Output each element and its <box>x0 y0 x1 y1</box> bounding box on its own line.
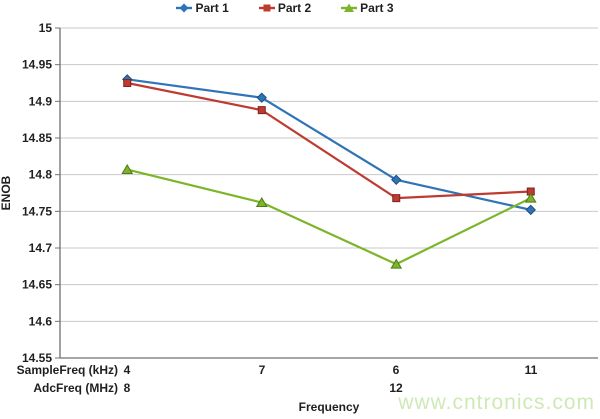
part-3-triangle-marker-icon <box>341 3 358 12</box>
x-axis-row-samplefreq: SampleFreq (kHz) 4 7 6 11 <box>0 363 600 377</box>
marker-square <box>123 79 132 87</box>
legend-label-part-2: Part 2 <box>277 1 312 15</box>
adcfreq-value-1: 8 <box>123 381 131 395</box>
y-tick-label: 14.95 <box>22 58 52 72</box>
y-tick-label: 14.7 <box>29 241 53 255</box>
legend-label-part-3: Part 3 <box>360 1 394 15</box>
marker-triangle <box>390 258 403 269</box>
watermark: www.cntronics.com <box>398 391 595 414</box>
marker-diamond <box>256 92 267 103</box>
marker-triangle <box>524 192 537 203</box>
samplefreq-row-label: SampleFreq (kHz) <box>16 363 118 377</box>
adcfreq-row-label: AdcFreq (MHz) <box>33 381 118 395</box>
legend-item-part-1: Part 1 <box>176 1 229 15</box>
samplefreq-value-1: 4 <box>123 363 131 377</box>
marker-diamond <box>391 174 402 186</box>
y-tick-label: 14.9 <box>29 94 53 108</box>
legend: Part 1 Part 2 Part 3 <box>0 1 585 15</box>
y-tick-label: 14.8 <box>29 168 53 182</box>
samplefreq-value-2: 7 <box>258 363 266 377</box>
marker-square <box>392 194 401 203</box>
legend-item-part-2: Part 2 <box>258 1 312 15</box>
legend-label-part-1: Part 1 <box>195 1 229 15</box>
marker-square <box>257 106 266 115</box>
part-1-diamond-marker-icon <box>176 3 193 13</box>
y-tick-label: 14.55 <box>22 351 52 365</box>
legend-item-part-3: Part 3 <box>341 1 394 15</box>
y-tick-label: 14.85 <box>22 131 52 145</box>
x-axis-title: Frequency <box>298 400 360 414</box>
marker-diamond <box>525 204 536 216</box>
samplefreq-value-3: 6 <box>392 363 400 377</box>
marker-triangle <box>255 197 268 208</box>
y-tick-label: 15 <box>39 21 53 35</box>
y-axis-title: ENOB <box>0 175 13 210</box>
series-line-part-3 <box>126 168 532 266</box>
marker-triangle <box>121 164 134 175</box>
part-2-square-marker-icon <box>258 4 275 12</box>
series-line-part-2 <box>126 81 532 200</box>
y-tick-label: 14.65 <box>22 278 52 292</box>
adcfreq-value-3: 12 <box>389 381 403 395</box>
y-tick-label: 14.75 <box>22 204 52 218</box>
x-axis-row-adcfreq: AdcFreq (MHz) 8 12 <box>0 381 600 395</box>
y-tick-label: 14.6 <box>29 314 53 328</box>
samplefreq-value-4: 11 <box>524 363 538 377</box>
series-line-part-1 <box>126 78 532 211</box>
